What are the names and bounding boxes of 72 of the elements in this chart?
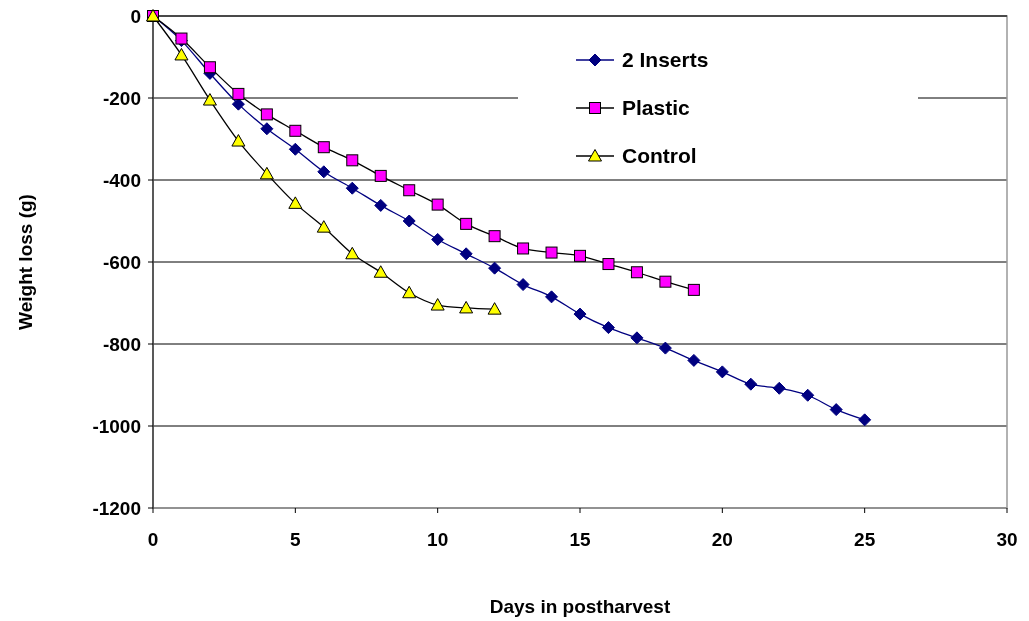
point (659, 275, 672, 288)
point (430, 298, 445, 311)
x-tick-label: 25 (854, 529, 876, 550)
point (744, 377, 758, 391)
x-tick-label: 0 (147, 529, 159, 550)
x-tick-label: 5 (290, 529, 302, 550)
point (459, 247, 473, 261)
point (403, 184, 416, 197)
y-tick-label: -400 (102, 169, 141, 191)
point (858, 413, 872, 427)
point (517, 242, 530, 255)
point (174, 47, 189, 61)
point (288, 142, 302, 156)
point (630, 266, 643, 279)
point (345, 181, 359, 195)
y-tick-label: -800 (102, 333, 141, 355)
point (658, 341, 672, 355)
x-axis-title: Days in postharvest (489, 596, 671, 617)
point (715, 365, 729, 379)
point (602, 258, 615, 271)
y-tick-label: 0 (130, 5, 141, 27)
point (288, 196, 303, 209)
point (231, 97, 245, 111)
point (687, 283, 700, 296)
point (687, 353, 701, 367)
y-tick-label: -600 (102, 251, 141, 273)
point (488, 230, 501, 243)
point (488, 261, 502, 275)
point (260, 108, 273, 121)
legend-label: 2 Inserts (622, 48, 709, 72)
point (545, 246, 558, 259)
x-tick-label: 15 (569, 529, 591, 550)
point (374, 169, 387, 182)
point (289, 124, 302, 137)
point (545, 290, 559, 304)
legend-label: Control (622, 144, 697, 168)
point (801, 388, 815, 402)
point (431, 198, 444, 211)
y-tick-label: -1000 (92, 415, 141, 437)
point (259, 166, 274, 180)
point (402, 285, 417, 299)
point (402, 214, 416, 228)
point (487, 302, 502, 315)
y-tick-label: -200 (102, 87, 141, 109)
y-tick-label: -1200 (92, 497, 141, 519)
x-tick-label: 20 (711, 529, 733, 550)
point (317, 141, 330, 154)
point (317, 165, 331, 179)
point (573, 307, 587, 321)
legend-label: Plastic (622, 96, 691, 120)
point (772, 381, 786, 395)
point (316, 220, 331, 233)
point (202, 93, 217, 106)
point (346, 154, 359, 167)
point (345, 246, 360, 260)
point (231, 134, 246, 147)
point (574, 249, 586, 262)
point (601, 321, 615, 335)
point (460, 217, 473, 230)
point (232, 87, 245, 100)
point (431, 232, 445, 246)
point (260, 122, 274, 136)
point (373, 265, 388, 278)
point (630, 331, 644, 345)
point (203, 61, 216, 74)
y-axis-title: Weight loss (g) (15, 194, 36, 330)
x-tick-label: 10 (427, 529, 449, 550)
point (516, 278, 530, 292)
point (459, 300, 474, 314)
x-tick-label: 30 (996, 529, 1018, 550)
point (829, 403, 843, 417)
point (374, 198, 388, 212)
